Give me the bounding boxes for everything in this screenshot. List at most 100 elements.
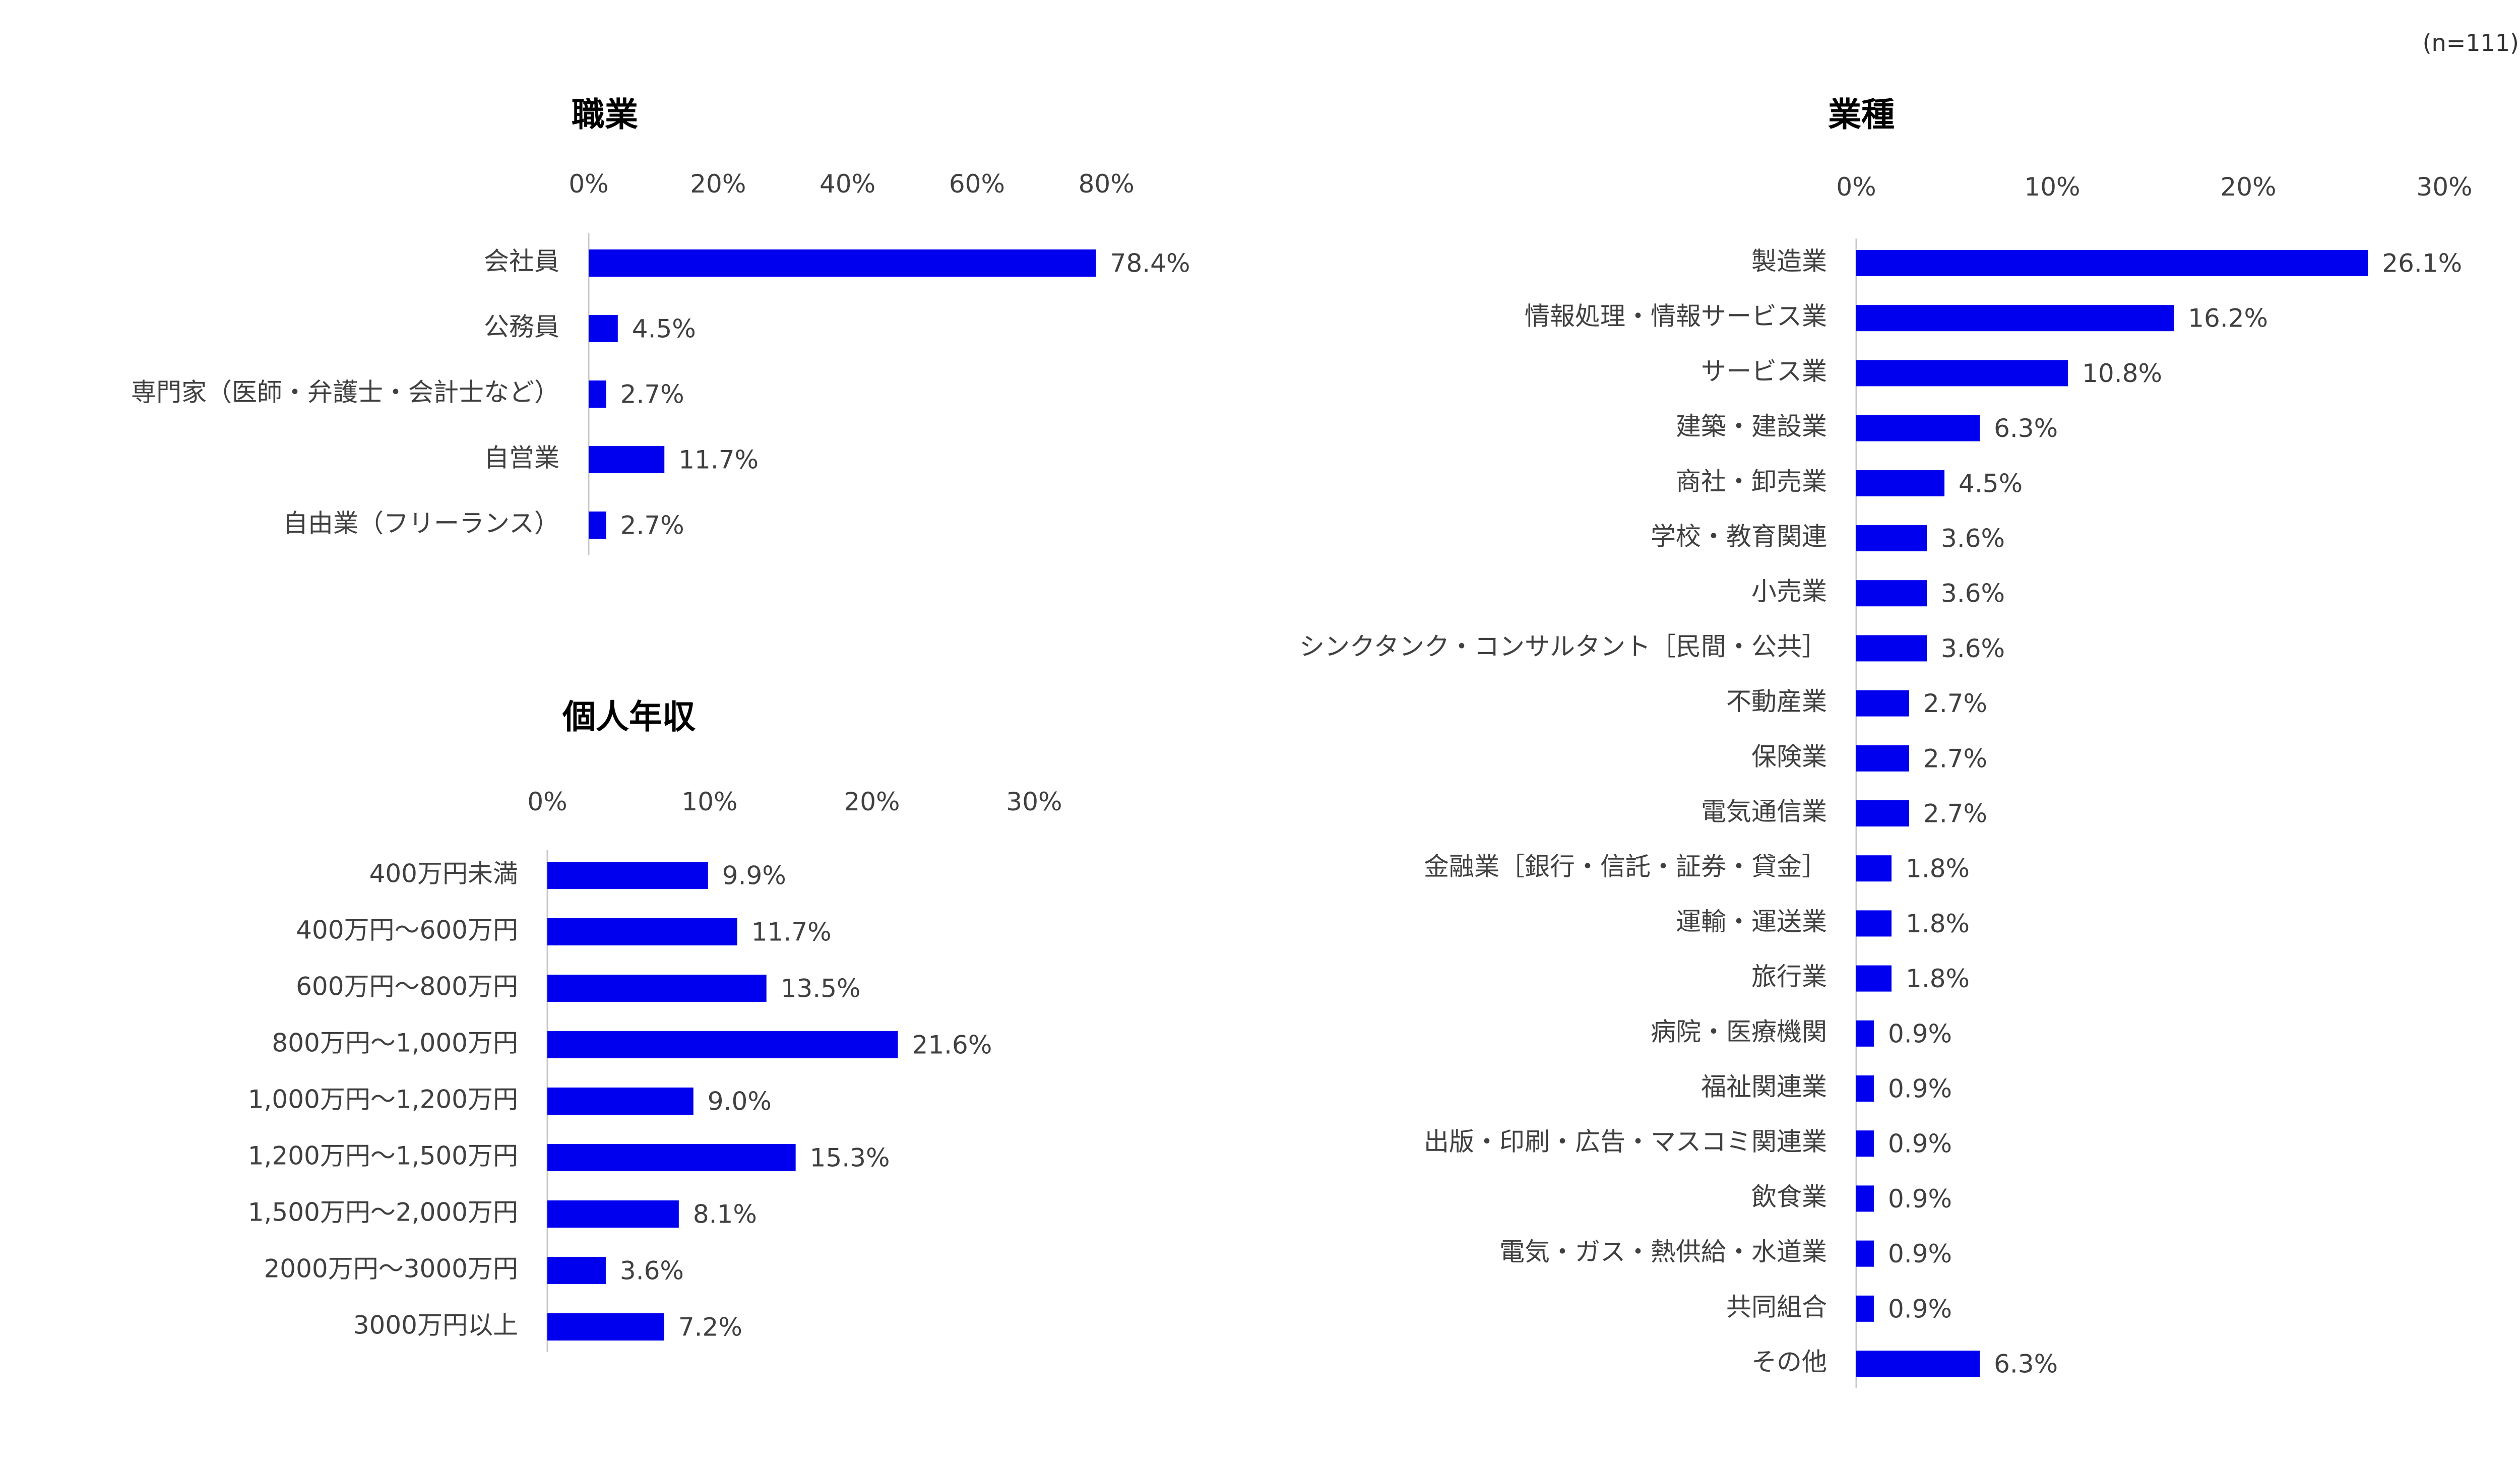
bar xyxy=(1856,1130,1874,1157)
data-label: 8.1% xyxy=(693,1200,757,1229)
data-label: 2.7% xyxy=(620,511,684,540)
category-label: 公務員 xyxy=(484,312,559,342)
bar xyxy=(1856,635,1927,662)
bar xyxy=(1856,1295,1874,1322)
bar xyxy=(1856,1185,1874,1212)
data-label: 10.8% xyxy=(2082,359,2162,388)
axis-tick-label: 40% xyxy=(820,169,875,199)
category-label: 建築・建設業 xyxy=(1676,412,1827,441)
axis-tick-label: 30% xyxy=(2416,172,2472,202)
bar xyxy=(589,512,606,539)
data-label: 21.6% xyxy=(912,1031,992,1060)
bar xyxy=(547,862,708,889)
bar xyxy=(547,1257,606,1284)
data-label: 0.9% xyxy=(1888,1184,1952,1214)
category-label: 製造業 xyxy=(1751,247,1827,276)
category-label: 3000万円以上 xyxy=(353,1311,518,1340)
category-label: その他 xyxy=(1751,1348,1827,1377)
data-label: 11.7% xyxy=(751,918,832,947)
category-label: 2000万円～3000万円 xyxy=(264,1254,519,1284)
data-label: 0.9% xyxy=(1888,1074,1952,1104)
data-label: 6.3% xyxy=(1994,414,2058,443)
axis-tick-label: 80% xyxy=(1079,169,1135,199)
axis-tick-label: 10% xyxy=(681,787,737,816)
data-label: 4.5% xyxy=(632,314,696,344)
bar xyxy=(547,1313,664,1341)
data-label: 3.6% xyxy=(1941,579,2005,608)
category-label: 1,500万円～2,000万円 xyxy=(248,1198,518,1227)
bar xyxy=(547,1031,898,1058)
bar xyxy=(547,1088,694,1115)
data-label: 2.7% xyxy=(1923,799,1987,828)
annual-income-chart: 個人年収 0% 10% 20% 30% 400万円未満 9.9% 400万円～600万円 11.… xyxy=(248,697,1062,1352)
data-label: 4.5% xyxy=(1959,469,2023,498)
category-label: 電気・ガス・熱供給・水道業 xyxy=(1499,1237,1827,1266)
data-label: 0.9% xyxy=(1888,1239,1952,1268)
data-label: 15.3% xyxy=(810,1143,890,1173)
data-label: 1.8% xyxy=(1906,854,1970,883)
bar xyxy=(1856,1240,1874,1267)
data-label: 6.3% xyxy=(1994,1350,2058,1379)
axis-tick-label: 30% xyxy=(1006,787,1062,816)
data-label: 2.7% xyxy=(1923,744,1987,773)
category-label: 病院・医療機関 xyxy=(1651,1017,1827,1046)
bar xyxy=(1856,800,1910,826)
data-label: 0.9% xyxy=(1888,1019,1952,1048)
sample-size-note: (n=111) xyxy=(2422,29,2519,56)
category-label: 飲食業 xyxy=(1751,1182,1827,1212)
category-label: 不動産業 xyxy=(1726,687,1827,716)
category-label: サービス業 xyxy=(1701,357,1827,386)
data-label: 2.7% xyxy=(1923,689,1987,718)
bar xyxy=(1856,525,1927,551)
data-label: 3.6% xyxy=(1941,634,2005,663)
bar xyxy=(589,380,606,408)
category-label: 自営業 xyxy=(484,443,559,473)
category-label: シンクタンク・コンサルタント［民間・公共］ xyxy=(1299,632,1827,661)
bar xyxy=(589,446,665,473)
category-label: 共同組合 xyxy=(1726,1292,1827,1321)
data-label: 1.8% xyxy=(1906,964,1970,993)
category-label: 商社・卸売業 xyxy=(1676,467,1827,496)
bar xyxy=(1856,360,2068,387)
industry-chart: 業種 0% 10% 20% 30% 製造業 26.1% 情報処理・情報サービス業 16.2% サー… xyxy=(1299,95,2473,1388)
bar xyxy=(547,1144,796,1171)
data-label: 0.9% xyxy=(1888,1294,1952,1323)
bar xyxy=(1856,855,1892,882)
axis-tick-label: 0% xyxy=(1836,172,1876,202)
category-label: 400万円未満 xyxy=(369,859,518,888)
data-label: 7.2% xyxy=(678,1313,742,1342)
category-label: 小売業 xyxy=(1751,577,1827,606)
category-label: 自由業（フリーランス） xyxy=(283,509,559,538)
category-label: 600万円～800万円 xyxy=(296,972,518,1001)
data-label: 3.6% xyxy=(1941,524,2005,553)
bar xyxy=(547,918,737,945)
category-label: 400万円～600万円 xyxy=(296,916,518,945)
data-label: 3.6% xyxy=(620,1256,684,1286)
category-label: 専門家（医師・弁護士・会計士など） xyxy=(131,378,559,407)
bar xyxy=(1856,305,2174,332)
data-label: 26.1% xyxy=(2382,249,2462,278)
category-label: 会社員 xyxy=(484,247,559,276)
category-label: 出版・印刷・広告・マスコミ関連業 xyxy=(1424,1127,1827,1157)
category-label: 800万円～1,000万円 xyxy=(272,1029,518,1058)
occupation-chart: 職業 0% 20% 40% 60% 80% 会社員 78.4% 公務員 4.5% 専門家（医師・弁護… xyxy=(131,95,1190,555)
axis-tick-label: 10% xyxy=(2024,172,2080,202)
category-label: 運輸・運送業 xyxy=(1676,907,1827,936)
chart-title: 業種 xyxy=(1828,95,1895,134)
bar xyxy=(547,1200,679,1228)
data-label: 0.9% xyxy=(1888,1129,1952,1159)
bar xyxy=(1856,415,1980,441)
bar xyxy=(1856,965,1892,992)
category-label: 学校・教育関連 xyxy=(1651,522,1827,551)
bar xyxy=(547,975,767,1002)
data-label: 13.5% xyxy=(781,974,861,1003)
bar xyxy=(1856,1075,1874,1102)
bar xyxy=(1856,745,1910,772)
data-label: 9.9% xyxy=(722,861,786,890)
axis-tick-label: 20% xyxy=(2220,172,2276,202)
bar xyxy=(589,249,1096,277)
data-label: 2.7% xyxy=(620,380,684,409)
bar xyxy=(1856,580,1927,607)
data-label: 78.4% xyxy=(1110,249,1190,278)
